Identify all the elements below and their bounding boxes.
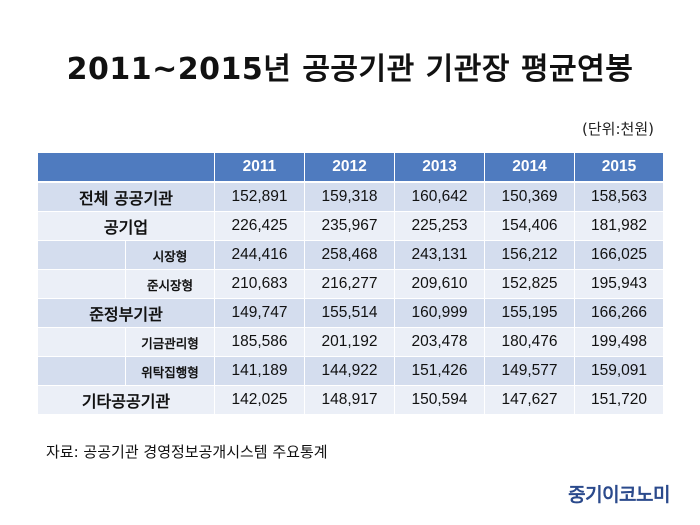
table-cell: 151,426	[394, 356, 485, 386]
table-cell: 209,610	[394, 269, 485, 299]
year-header: 2013	[394, 152, 485, 183]
table-row: 공기업 226,425 235,967 225,253 154,406 181,…	[37, 211, 664, 241]
table-cell: 150,369	[484, 181, 575, 212]
table-row: 준정부기관 149,747 155,514 160,999 155,195 16…	[37, 298, 664, 328]
row-label: 공기업	[37, 211, 215, 241]
table-cell: 166,266	[574, 298, 664, 328]
table-cell: 243,131	[394, 240, 485, 270]
table-cell: 155,195	[484, 298, 575, 328]
table-cell: 159,318	[304, 181, 395, 212]
table-cell: 160,642	[394, 181, 485, 212]
year-header: 2011	[214, 152, 305, 183]
indent-cell	[37, 356, 126, 386]
row-label: 기금관리형	[125, 327, 215, 357]
table-cell: 258,468	[304, 240, 395, 270]
table-cell: 142,025	[214, 385, 305, 415]
page-title: 2011~2015년 공공기관 기관장 평균연봉	[66, 52, 634, 87]
table-row: 기타공공기관 142,025 148,917 150,594 147,627 1…	[37, 385, 664, 415]
row-label: 준정부기관	[37, 298, 215, 328]
table-cell: 201,192	[304, 327, 395, 357]
table-cell: 152,825	[484, 269, 575, 299]
table-cell: 195,943	[574, 269, 664, 299]
table-cell: 147,627	[484, 385, 575, 415]
table-cell: 199,498	[574, 327, 664, 357]
publisher-logo: 중기이코노미	[568, 484, 670, 506]
row-label: 시장형	[125, 240, 215, 270]
year-header: 2012	[304, 152, 395, 183]
table-cell: 149,577	[484, 356, 575, 386]
table-cell: 181,982	[574, 211, 664, 241]
indent-cell	[37, 327, 126, 357]
table-cell: 151,720	[574, 385, 664, 415]
table-cell: 244,416	[214, 240, 305, 270]
row-label: 위탁집행형	[125, 356, 215, 386]
table-cell: 235,967	[304, 211, 395, 241]
table-cell: 226,425	[214, 211, 305, 241]
table-cell: 210,683	[214, 269, 305, 299]
table-cell: 148,917	[304, 385, 395, 415]
salary-table: 2011 2012 2013 2014 2015 전체 공공기관 152,891…	[37, 152, 664, 415]
table-row: 전체 공공기관 152,891 159,318 160,642 150,369 …	[37, 181, 664, 212]
table-header-row: 2011 2012 2013 2014 2015	[37, 152, 664, 183]
source-note: 자료: 공공기관 경영정보공개시스템 주요통계	[46, 443, 328, 461]
table-cell: 185,586	[214, 327, 305, 357]
table-cell: 155,514	[304, 298, 395, 328]
row-label: 준시장형	[125, 269, 215, 299]
unit-note: (단위:천원)	[582, 120, 654, 138]
table-cell: 225,253	[394, 211, 485, 241]
header-corner-cell	[37, 152, 215, 183]
indent-cell	[37, 240, 126, 270]
row-label: 전체 공공기관	[37, 181, 215, 212]
table-cell: 141,189	[214, 356, 305, 386]
table-cell: 158,563	[574, 181, 664, 212]
row-label: 기타공공기관	[37, 385, 215, 415]
table-cell: 152,891	[214, 181, 305, 212]
table-cell: 203,478	[394, 327, 485, 357]
table-cell: 180,476	[484, 327, 575, 357]
table-cell: 159,091	[574, 356, 664, 386]
table-cell: 216,277	[304, 269, 395, 299]
year-header: 2015	[574, 152, 664, 183]
table-cell: 156,212	[484, 240, 575, 270]
table-row: 준시장형 210,683 216,277 209,610 152,825 195…	[37, 269, 664, 299]
table-row: 시장형 244,416 258,468 243,131 156,212 166,…	[37, 240, 664, 270]
table-cell: 149,747	[214, 298, 305, 328]
year-header: 2014	[484, 152, 575, 183]
table-row: 위탁집행형 141,189 144,922 151,426 149,577 15…	[37, 356, 664, 386]
table-cell: 160,999	[394, 298, 485, 328]
table-row: 기금관리형 185,586 201,192 203,478 180,476 19…	[37, 327, 664, 357]
table-cell: 154,406	[484, 211, 575, 241]
indent-cell	[37, 269, 126, 299]
table-cell: 150,594	[394, 385, 485, 415]
table-cell: 166,025	[574, 240, 664, 270]
table-cell: 144,922	[304, 356, 395, 386]
